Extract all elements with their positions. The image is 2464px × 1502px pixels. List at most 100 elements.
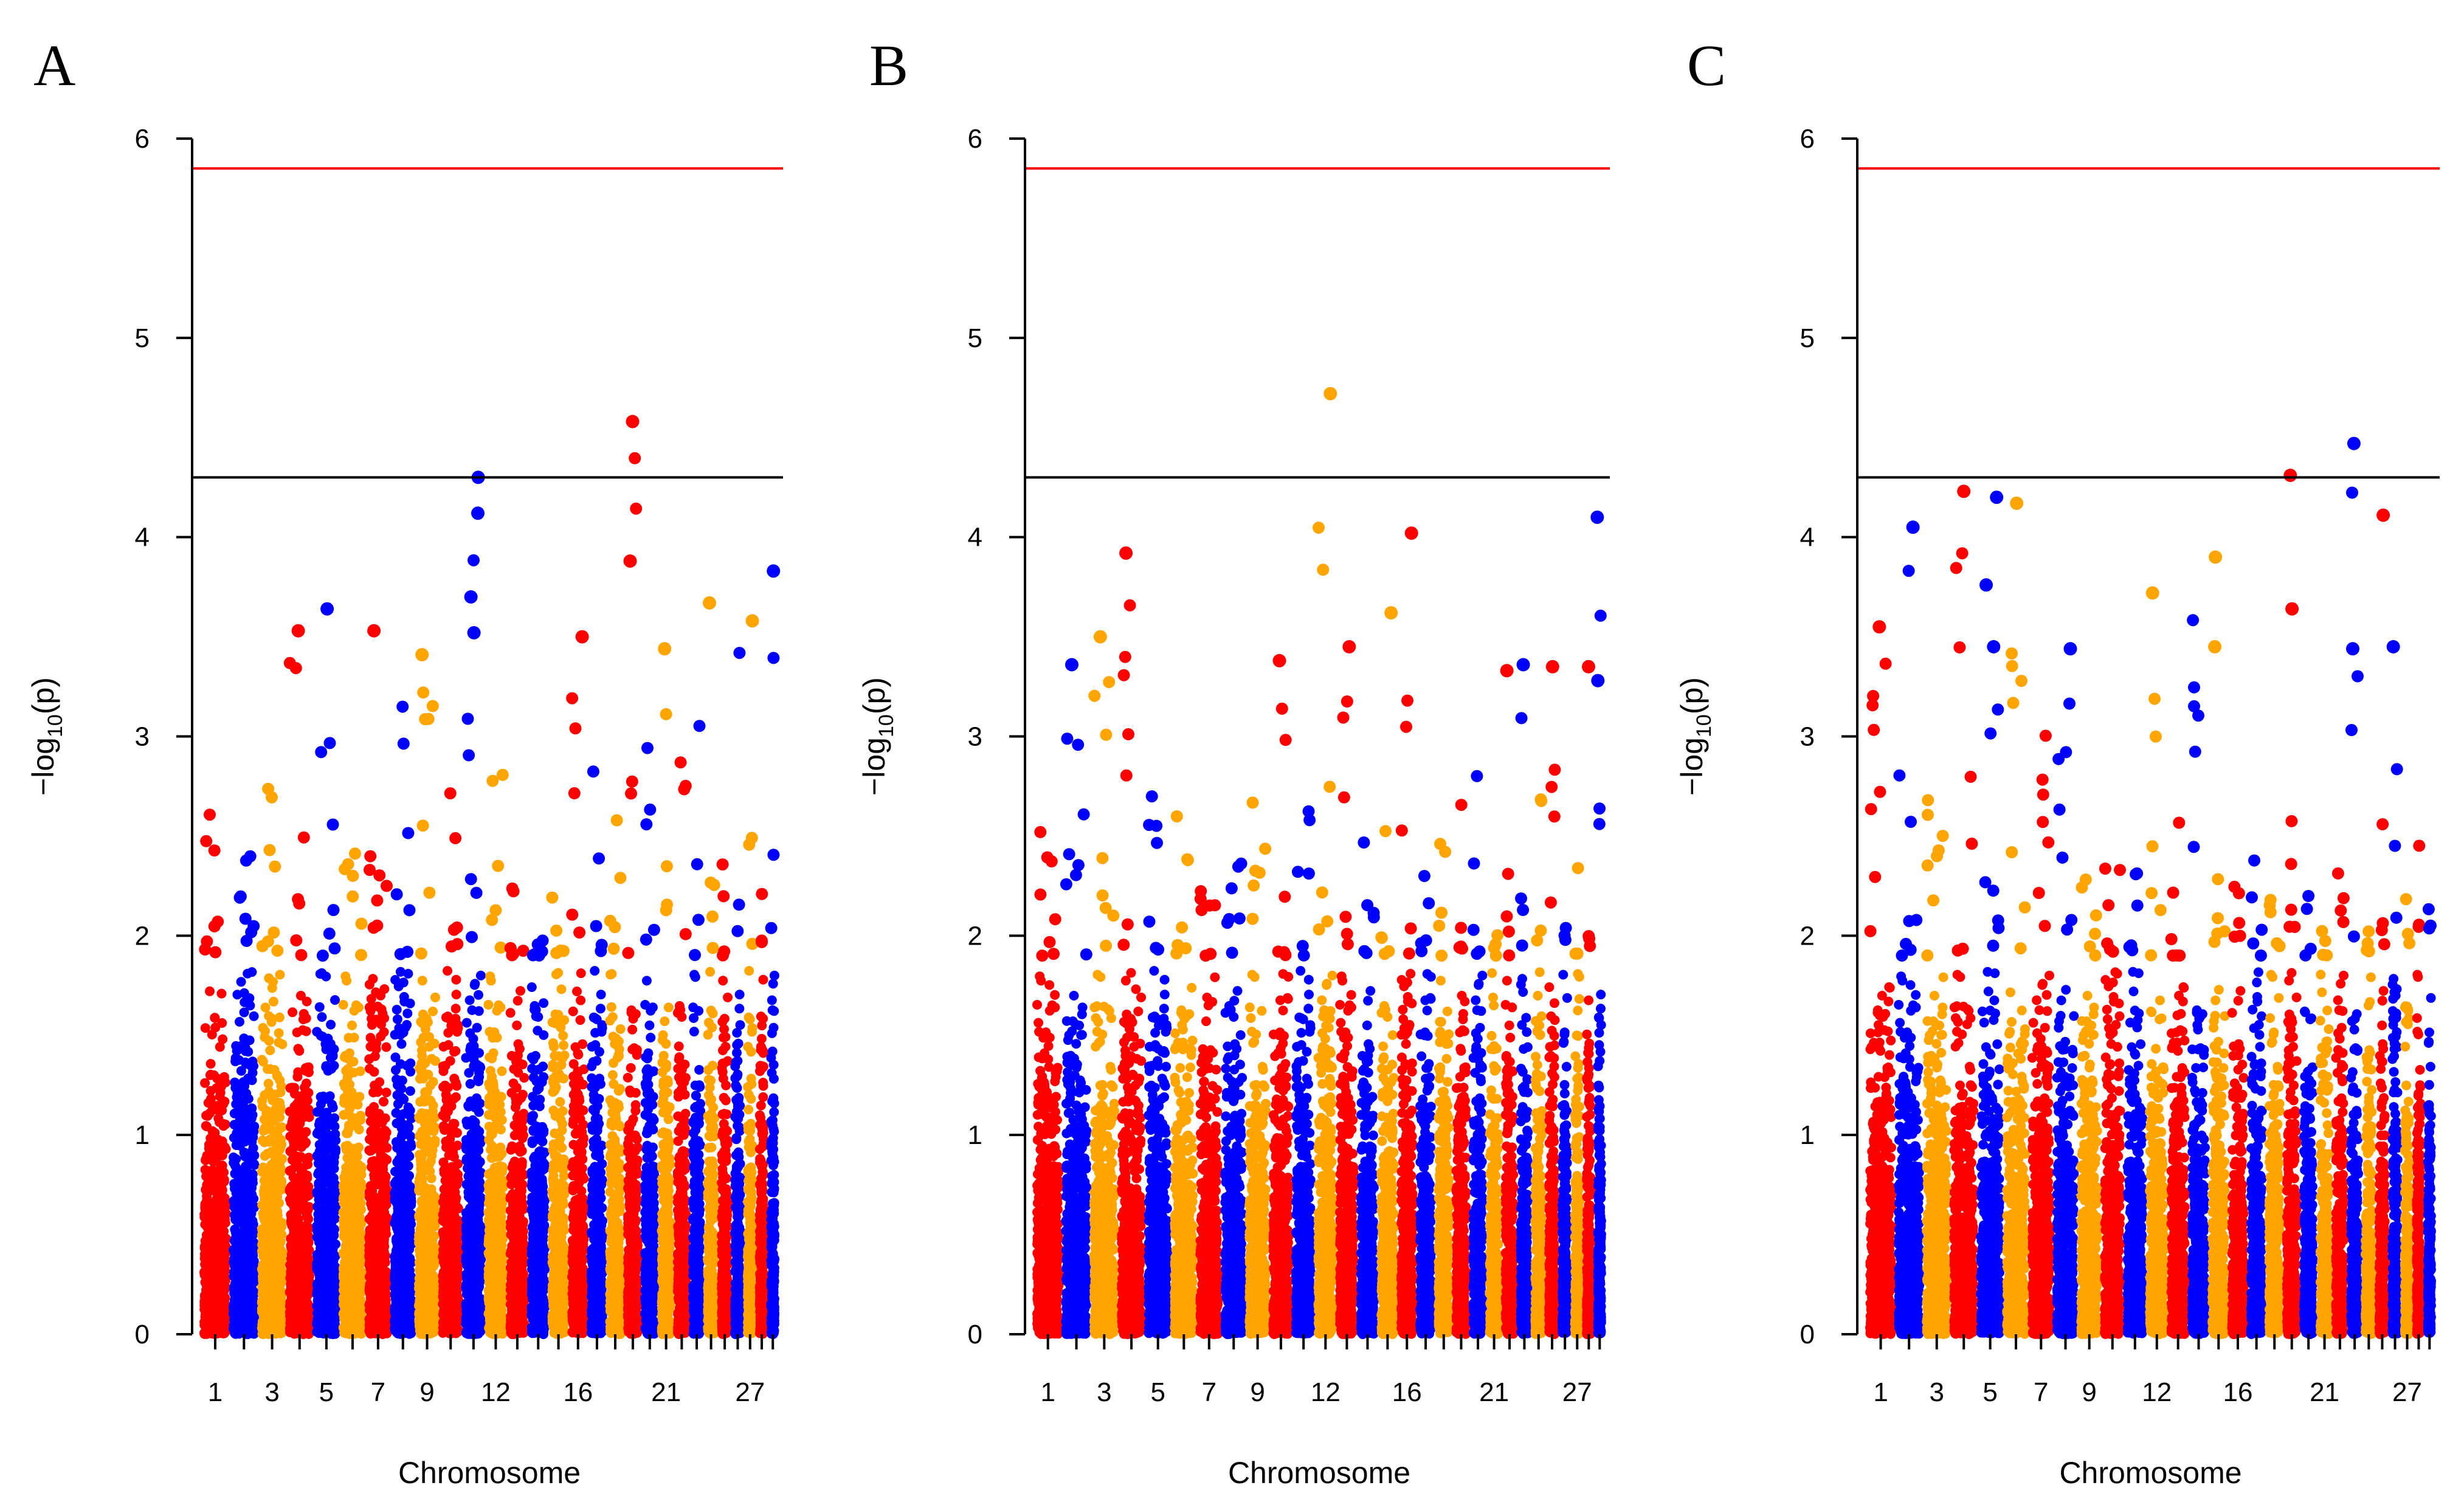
snp-point [204,808,216,821]
snp-point [212,1101,222,1111]
snp-point [294,1204,304,1214]
snp-point [213,1135,223,1145]
snp-point [272,1264,282,1274]
snp-point [257,940,269,953]
snp-point [292,1028,302,1038]
snp-point [212,1328,222,1338]
snp-point [312,1107,322,1117]
snp-point [240,997,249,1007]
snp-point [315,1002,325,1012]
snp-point [212,1152,221,1162]
snp-point [199,1317,209,1327]
snp-point [221,1078,230,1087]
snp-point [300,1263,310,1272]
snp-point [202,1188,212,1198]
snp-point [242,1165,252,1174]
snp-point [264,973,274,983]
snp-point [207,1126,217,1136]
snp-point [263,1303,272,1312]
snp-point [229,1245,239,1255]
snp-point [247,1134,257,1144]
snp-point [210,1239,219,1249]
snp-point [235,891,247,903]
snp-point [298,1284,308,1294]
snp-point [261,1002,271,1012]
snp-point [295,1128,305,1138]
snp-point [290,1101,300,1111]
snp-point [264,844,276,856]
snp-point [288,1007,297,1017]
snp-point [199,943,211,956]
snp-point [240,1008,249,1018]
snp-point [248,1174,258,1184]
snp-point [285,1287,295,1297]
chromosome-1-points [199,808,231,1339]
snp-point [219,1319,229,1329]
snp-point [202,1304,212,1314]
snp-point [202,1264,212,1273]
snp-point [229,1284,239,1294]
snp-point [240,1254,250,1264]
snp-point [200,835,212,847]
snp-point [217,1018,227,1028]
snp-point [243,1047,253,1056]
snp-point [276,1278,286,1288]
snp-point [201,1171,211,1181]
snp-point [209,1070,219,1080]
snp-point [264,1242,274,1252]
snp-point [275,1112,285,1122]
snp-point [271,1146,280,1156]
snp-point [209,844,221,856]
snp-point [243,1125,252,1135]
snp-point [302,997,312,1007]
snp-point [277,1039,287,1049]
snp-point [264,1087,274,1097]
snp-point [203,1280,213,1289]
snp-point [259,1189,269,1199]
snp-point [240,913,252,925]
snp-point [235,1191,245,1201]
snp-point [212,1312,221,1322]
snp-point [233,1088,243,1098]
snp-point [248,1325,258,1334]
snp-point [290,934,302,946]
snp-point [249,1238,258,1247]
snp-point [286,1303,295,1312]
snp-point [230,1056,240,1066]
snp-point [202,1210,212,1219]
snp-point [262,783,274,795]
snp-point [300,1225,310,1235]
snp-point [300,1276,310,1286]
snp-point [232,990,242,999]
snp-point [229,1315,239,1325]
snp-point [212,1260,221,1270]
snp-point [291,1240,301,1250]
snp-point [233,1172,243,1182]
snp-point [244,1156,254,1166]
snp-point [246,1280,255,1290]
snp-point [271,945,283,957]
snp-point [206,1059,216,1069]
snp-point [240,1235,249,1244]
snp-point [207,1249,217,1259]
snp-point [303,1202,313,1211]
snp-point [289,1143,299,1152]
snp-point [229,1158,238,1168]
snp-point [249,1011,259,1021]
snp-point [300,1083,309,1092]
snp-point [299,1097,308,1107]
snp-point [302,1173,312,1183]
snp-point [275,1098,285,1108]
snp-point [230,1225,240,1235]
snp-point [216,1183,226,1193]
snp-point [276,1236,286,1246]
snp-point [235,1017,244,1027]
snp-point [265,1046,275,1055]
snp-point [241,935,253,947]
snp-point [212,1225,222,1235]
snp-point [242,1207,252,1216]
snp-point [217,989,227,999]
snp-point [269,1319,279,1329]
